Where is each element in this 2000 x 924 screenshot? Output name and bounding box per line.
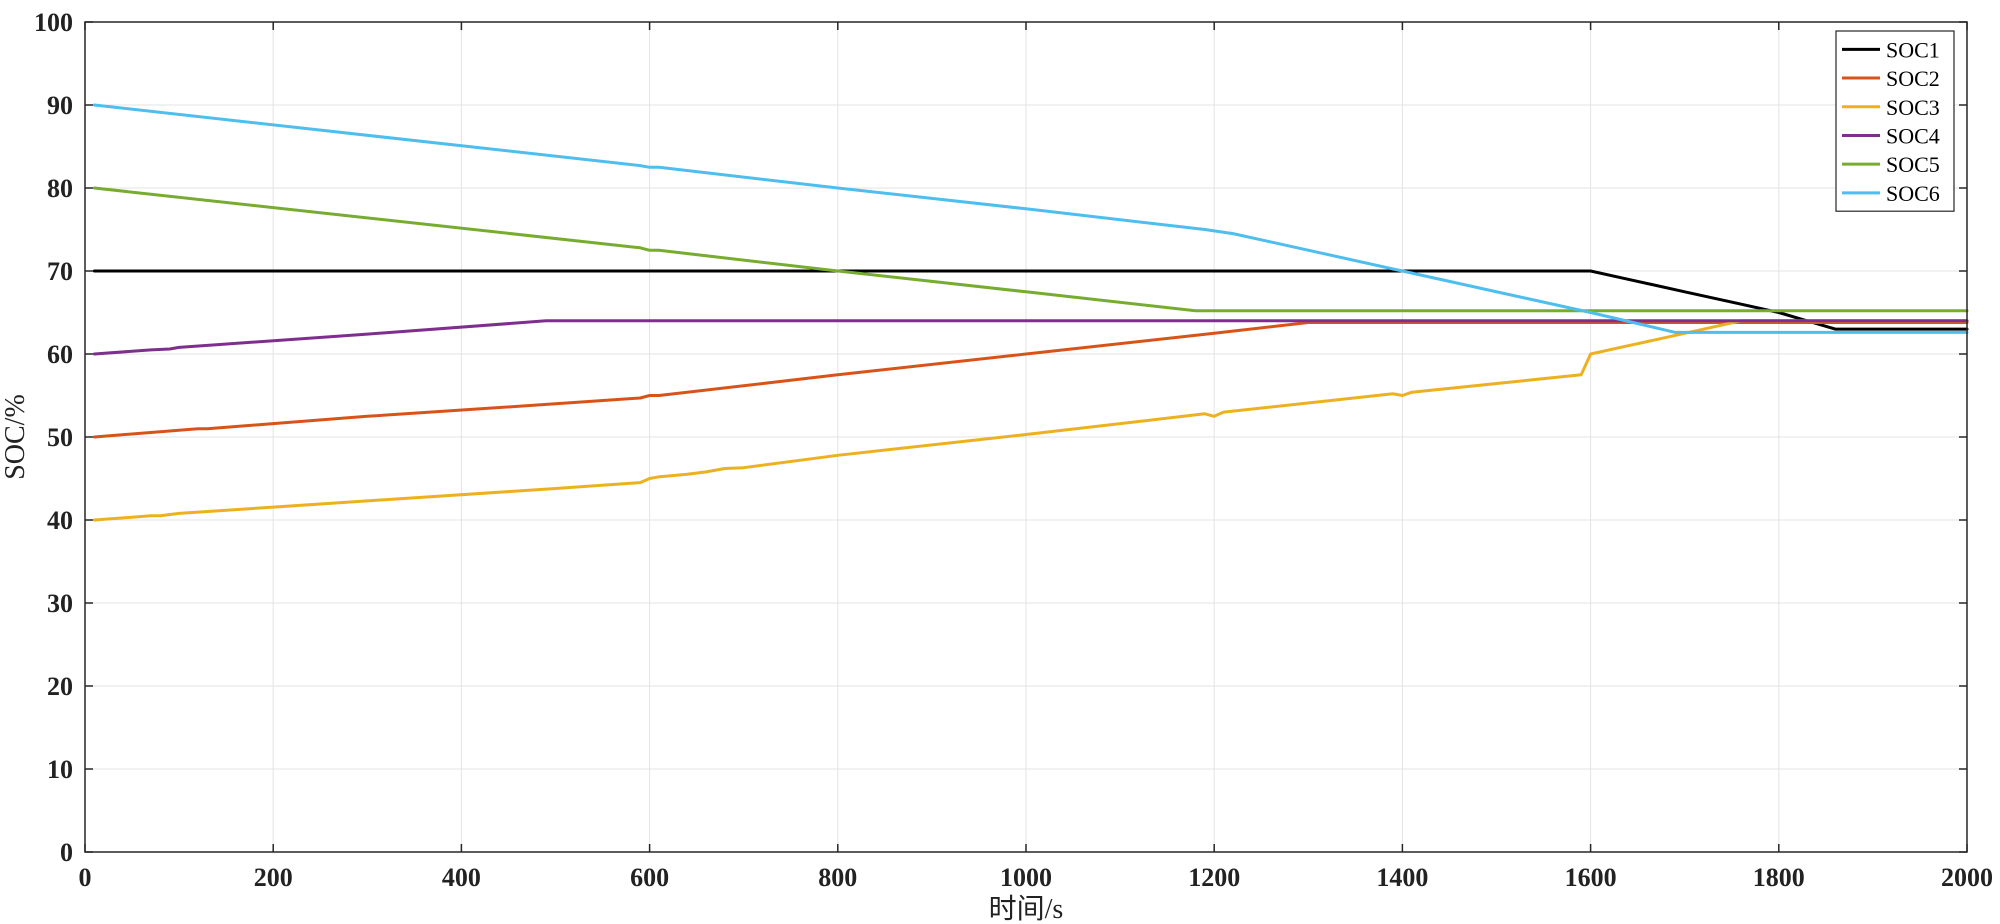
x-tick-label: 400 [442, 863, 481, 892]
y-tick-label: 0 [60, 838, 73, 867]
legend-box [1835, 30, 1955, 212]
series-line-soc4 [92, 319, 1969, 356]
x-tick-label: 1000 [1000, 863, 1052, 892]
y-tick-label: 50 [47, 423, 73, 452]
legend: SOC1 SOC2 SOC3 SOC4 SOC5 SOC6 [1835, 30, 1955, 212]
x-axis-label: 时间/s [989, 893, 1064, 924]
x-tick-label: 800 [818, 863, 857, 892]
x-tick-label: 1200 [1188, 863, 1240, 892]
x-tick-label: 1600 [1565, 863, 1617, 892]
y-tick-label: 60 [47, 340, 73, 369]
y-axis-label: SOC/% [0, 394, 31, 480]
y-tick-label: 40 [47, 506, 73, 535]
y-tick-label: 80 [47, 174, 73, 203]
x-tick-label: 2000 [1941, 863, 1993, 892]
series-line-soc1 [92, 269, 1969, 331]
y-tick-label: 90 [47, 91, 73, 120]
y-tick-label: 70 [47, 257, 73, 286]
legend-entry-label: SOC6 [1886, 181, 1940, 206]
y-tick-label: 30 [47, 589, 73, 618]
legend-entry-label: SOC1 [1886, 37, 1940, 62]
x-tick-label: 600 [630, 863, 669, 892]
legend-entry-label: SOC5 [1886, 152, 1940, 177]
series-line-soc5 [92, 186, 1969, 313]
legend-entry-label: SOC4 [1886, 123, 1940, 148]
axis-ticks: 0 200 400 600 800 1000 1200 1400 1600 1800 2000 0 10… [34, 8, 1993, 892]
x-tick-label: 1800 [1753, 863, 1805, 892]
series-line-soc2 [92, 321, 1969, 439]
y-tick-label: 100 [34, 8, 73, 37]
x-tick-label: 1400 [1376, 863, 1428, 892]
y-tick-label: 20 [47, 672, 73, 701]
x-tick-label: 0 [79, 863, 92, 892]
series-line-soc6 [92, 103, 1969, 334]
y-tick-label: 10 [47, 755, 73, 784]
series-line-soc3 [92, 319, 1969, 522]
x-tick-label: 200 [254, 863, 293, 892]
legend-entry-label: SOC2 [1886, 66, 1940, 91]
legend-entry-label: SOC3 [1886, 95, 1940, 120]
series-lines [92, 103, 1969, 522]
